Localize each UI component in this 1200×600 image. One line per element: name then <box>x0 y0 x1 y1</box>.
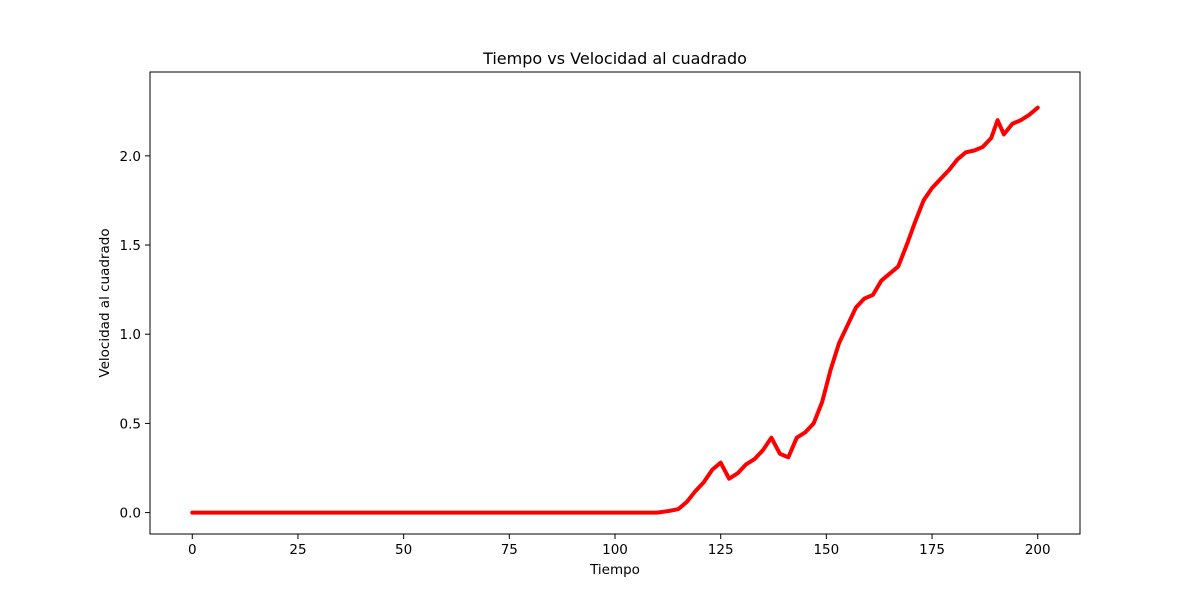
y-axis-label: Velocidad al cuadrado <box>97 228 113 377</box>
x-tick-label: 100 <box>602 542 628 558</box>
y-tick-label: 1.0 <box>120 327 141 343</box>
y-tick-label: 2.0 <box>120 149 141 165</box>
x-tick-label: 200 <box>1025 542 1051 558</box>
y-tick-label: 0.5 <box>120 416 141 432</box>
y-axis: 0.0 0.5 1.0 1.5 2.0 <box>120 149 150 522</box>
y-tick-label: 0.0 <box>120 506 141 522</box>
x-axis-label: Tiempo <box>589 562 640 578</box>
y-tick-label: 1.5 <box>120 238 141 254</box>
x-tick-label: 25 <box>289 542 306 558</box>
x-axis: 0 25 50 75 100 125 150 175 200 <box>188 534 1051 558</box>
x-tick-label: 150 <box>813 542 839 558</box>
chart-title: Tiempo vs Velocidad al cuadrado <box>482 49 747 68</box>
x-tick-label: 0 <box>188 542 197 558</box>
x-tick-label: 75 <box>501 542 518 558</box>
series-line-0 <box>190 105 1040 515</box>
x-tick-label: 50 <box>395 542 412 558</box>
x-tick-label: 125 <box>708 542 734 558</box>
x-tick-label: 175 <box>919 542 945 558</box>
